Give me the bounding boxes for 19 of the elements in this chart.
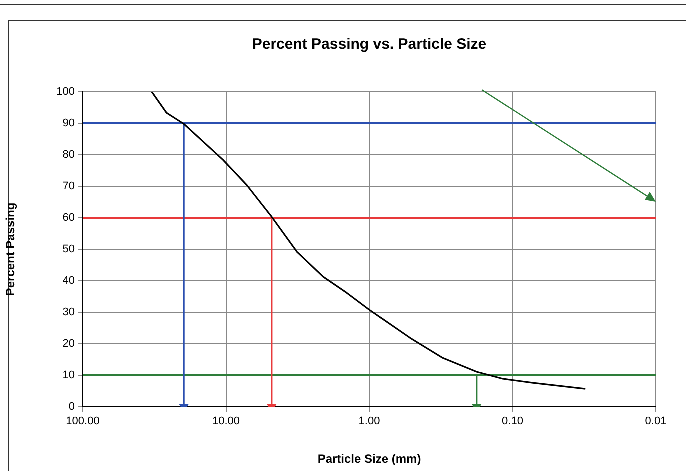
y-tick-label: 90: [62, 118, 75, 130]
chart-title: Percent Passing vs. Particle Size: [252, 36, 487, 54]
y-tick-label: 70: [62, 180, 75, 193]
x-tick-label: 0.01: [645, 416, 667, 428]
y-axis-title: Percent Passing: [4, 202, 18, 296]
x-axis-title: Particle Size (mm): [318, 452, 422, 466]
y-tick-label: 0: [68, 401, 75, 414]
y-tick-label: 10: [62, 370, 75, 382]
y-tick-label: 60: [62, 212, 75, 224]
y-tick-label: 30: [62, 306, 75, 319]
x-tick-label: 10.00: [212, 416, 240, 428]
x-tick-label: 100.00: [66, 416, 100, 428]
y-tick-label: 100: [56, 86, 75, 98]
y-tick-label: 80: [62, 149, 75, 162]
y-tick-label: 20: [62, 338, 75, 350]
x-tick-label: 1.00: [358, 416, 380, 428]
y-tick-label: 40: [62, 275, 75, 288]
x-tick-label: 0.10: [502, 416, 524, 428]
y-tick-label: 50: [62, 244, 75, 256]
